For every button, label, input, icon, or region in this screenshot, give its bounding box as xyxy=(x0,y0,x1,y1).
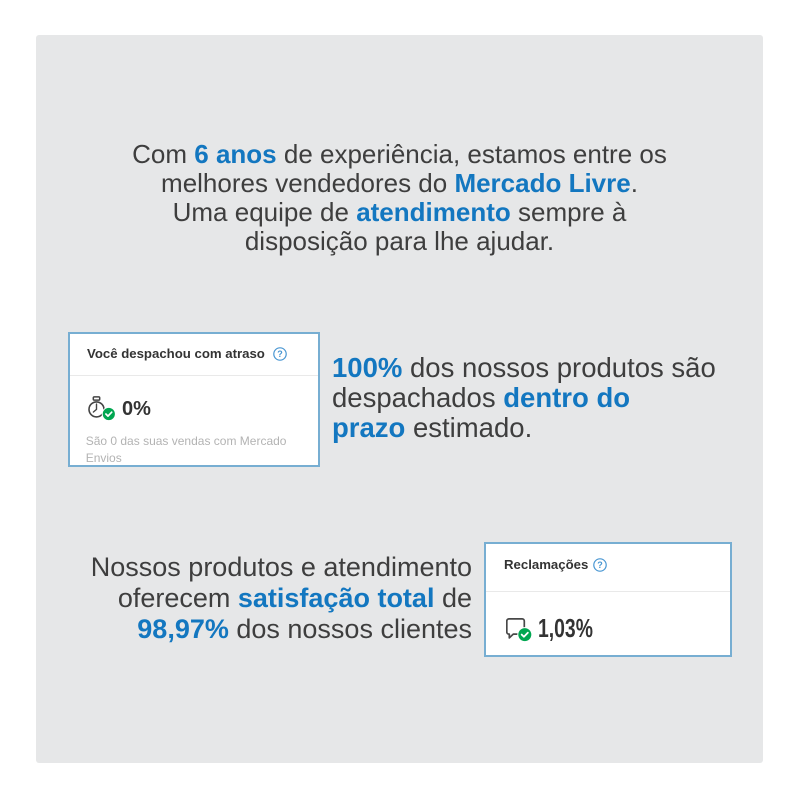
svg-text:?: ? xyxy=(598,560,604,570)
svg-text:?: ? xyxy=(277,349,283,359)
